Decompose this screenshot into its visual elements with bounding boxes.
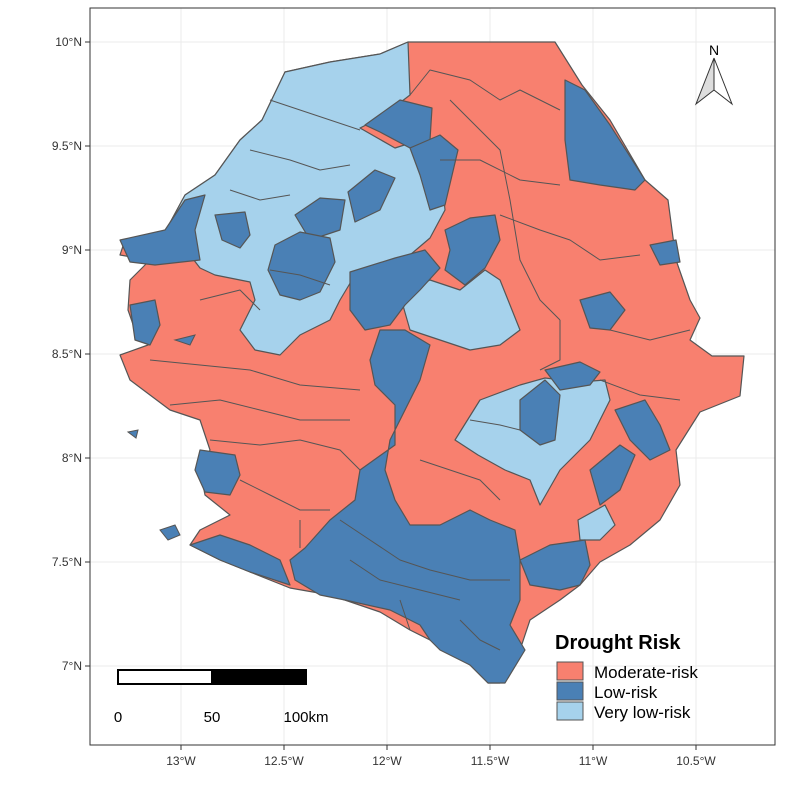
region-center-verylow [399,269,521,351]
legend-label: Moderate-risk [594,663,698,682]
region-east-verylow [454,377,611,506]
region-west-low-3 [129,299,161,346]
sierra-leone-districts [119,41,745,684]
plot-border [89,7,776,746]
region-far-east-low-2 [589,444,636,506]
legend-swatch-very-low [556,701,584,721]
legend-label: Low-risk [594,683,658,702]
region-center-low-4 [349,249,441,331]
scale-bar-segment-black [211,669,307,685]
x-tick-label: 10.5°W [676,754,716,768]
x-tick-label: 12°W [372,754,402,768]
x-tick-label: 12.5°W [264,754,304,768]
x-axis-labels: 13°W 12.5°W 12°W 11.5°W 11°W 10.5°W [166,754,716,768]
scale-bar: 0 50 100km [114,669,329,726]
region-coast-low [189,534,291,586]
islands [126,334,196,541]
legend: Drought Risk Moderate-risk Low-risk Very… [555,632,698,722]
x-tick-label: 13°W [166,754,196,768]
y-tick-label: 8.5°N [52,347,82,361]
region-southwest-low [194,449,241,496]
x-tick-label: 11.5°W [471,754,510,768]
region-east-edge-low [649,239,681,266]
region-west-low-2 [214,211,251,249]
scale-bar-label: 0 [114,709,122,726]
scale-bar-label: 50 [204,709,221,726]
region-center-low-2 [347,169,396,223]
region-east-low-3 [544,361,601,391]
y-tick-label: 7°N [62,659,82,673]
district-borders [149,69,691,651]
legend-swatch-low [556,681,584,701]
y-tick-label: 7.5°N [52,555,82,569]
y-tick-label: 8°N [62,451,82,465]
y-tick-label: 10°N [55,35,82,49]
axis-ticks [85,41,697,750]
region-southeast-verylow [577,504,616,541]
region-central-low-band [289,329,526,684]
region-center-low-5 [444,214,501,286]
legend-label: Very low-risk [594,703,691,722]
region-center-low-3 [267,231,336,301]
region-far-east-low-1 [614,399,671,461]
north-arrow-label: N [709,42,719,58]
region-northeast-low [564,79,646,191]
y-tick-label: 9.5°N [52,139,82,153]
region-east-low-2 [579,291,626,331]
north-arrow-icon: N [694,42,734,106]
legend-title: Drought Risk [555,632,681,654]
y-tick-label: 9°N [62,243,82,257]
legend-swatch-moderate [556,661,584,681]
y-axis-labels: 10°N 9.5°N 9°N 8.5°N 8°N 7.5°N 7°N [52,35,82,673]
scale-bar-label: 100km [283,709,328,726]
scale-bar-segment-white [117,669,213,685]
region-southeast-low [519,539,591,591]
x-tick-label: 11°W [579,754,608,768]
region-west-low-1 [119,194,206,266]
region-north-low-2 [409,134,459,211]
